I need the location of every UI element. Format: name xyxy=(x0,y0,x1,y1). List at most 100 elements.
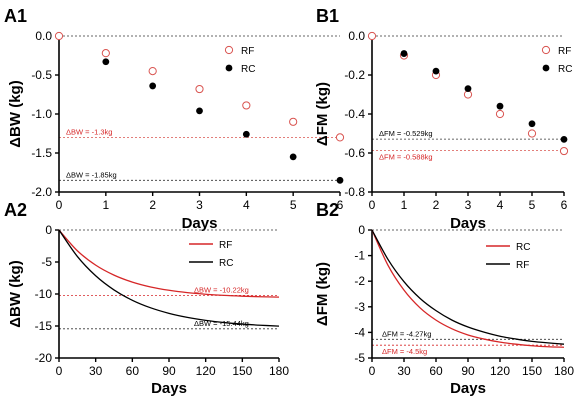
panel-label: B2 xyxy=(316,200,339,220)
data-point xyxy=(495,109,505,119)
data-point xyxy=(559,146,569,156)
y-tick-label: -1 xyxy=(354,249,365,263)
legend-label: RC xyxy=(558,64,572,75)
x-axis-title: Days xyxy=(450,215,486,232)
data-point xyxy=(148,67,157,76)
panel-label: A2 xyxy=(4,200,27,220)
series-line xyxy=(58,229,280,327)
data-point xyxy=(54,31,64,41)
reference-label: ΔBW = -10.22kg xyxy=(194,285,249,294)
x-tick-label: 2 xyxy=(149,198,156,212)
x-tick-label: 3 xyxy=(196,198,203,212)
y-axis-title: ΔBW (kg) xyxy=(7,80,24,147)
y-tick-label: -1.5 xyxy=(31,146,52,160)
data-point xyxy=(196,107,203,115)
y-tick-label: -2 xyxy=(354,274,365,288)
panel-b2: B2 ΔFM = -4.27kg ΔFM = -4.5kg 0 -1 -2 -3 -4 -5 0 3… xyxy=(314,200,574,397)
x-tick-label: 0 xyxy=(56,198,63,212)
x-tick-label: 1 xyxy=(401,198,408,212)
y-tick-label: -5 xyxy=(41,255,52,269)
x-axis-title: Days xyxy=(450,380,486,397)
legend-label: RF xyxy=(219,240,232,251)
legend-label: RF xyxy=(558,46,571,57)
data-point xyxy=(336,176,344,184)
x-tick-label: 180 xyxy=(554,364,574,378)
legend-label: RC xyxy=(241,64,255,75)
x-tick-label: 6 xyxy=(561,198,568,212)
x-tick-label: 30 xyxy=(397,364,411,378)
y-tick-label: 0 xyxy=(358,223,365,237)
data-point xyxy=(289,117,298,126)
x-axis-title: Days xyxy=(182,215,218,232)
legend-marker xyxy=(542,64,550,72)
x-tick-label: 150 xyxy=(522,364,542,378)
y-tick-label: 0.0 xyxy=(35,29,52,43)
legend-label: RC xyxy=(219,258,233,269)
legend-marker xyxy=(541,45,551,55)
reference-label: ΔBW = -1.85kg xyxy=(66,170,117,179)
y-tick-label: -0.2 xyxy=(344,68,365,82)
series-line xyxy=(58,229,280,298)
y-tick-label: -20 xyxy=(35,351,53,365)
x-tick-label: 4 xyxy=(497,198,504,212)
y-tick-label: -15 xyxy=(35,319,53,333)
series-line xyxy=(371,229,565,348)
y-tick-label: -10 xyxy=(35,287,53,301)
x-tick-label: 2 xyxy=(433,198,440,212)
y-tick-label: -0.8 xyxy=(344,185,365,199)
x-tick-label: 180 xyxy=(269,364,289,378)
series-line xyxy=(371,229,565,345)
x-tick-label: 60 xyxy=(429,364,443,378)
legend-label: RF xyxy=(516,260,529,271)
y-tick-label: -0.5 xyxy=(31,68,52,82)
reference-label: ΔBW = -15.44kg xyxy=(194,319,249,328)
x-axis-title: Days xyxy=(151,380,187,397)
y-axis-title: ΔFM (kg) xyxy=(314,262,331,326)
reference-label: ΔFM = -4.5kg xyxy=(382,347,427,356)
y-tick-label: -2.0 xyxy=(31,185,52,199)
y-tick-label: -3 xyxy=(354,300,365,314)
x-tick-label: 90 xyxy=(461,364,475,378)
x-tick-label: 120 xyxy=(196,364,216,378)
y-tick-label: -5 xyxy=(354,351,365,365)
data-point xyxy=(400,50,408,57)
data-point xyxy=(242,101,251,110)
x-tick-label: 1 xyxy=(102,198,109,212)
reference-label: ΔBW = -1.3kg xyxy=(66,127,112,136)
reference-label: ΔFM = -4.27kg xyxy=(382,329,431,338)
panel-a1: A1 ΔBW = -1.3kg ΔBW = -1.85kg 0.0 -0.5 -1.0 -1… xyxy=(4,6,345,232)
panel-label: B1 xyxy=(316,6,339,26)
x-tick-label: 6 xyxy=(337,198,344,212)
panel-b1: B1 ΔFM = -0.529kg ΔFM = -0.588kg 0.0 -0.2 -0.… xyxy=(314,6,572,232)
data-point xyxy=(432,67,440,75)
x-tick-label: 5 xyxy=(290,198,297,212)
data-point xyxy=(289,153,297,161)
data-point xyxy=(527,129,537,138)
x-tick-label: 0 xyxy=(56,364,63,378)
panel-a2: A2 ΔBW = -10.22kg ΔBW = -15.44kg 0 -5 -10 -15 -… xyxy=(4,200,289,397)
data-point xyxy=(560,135,568,143)
y-tick-label: -4 xyxy=(354,325,365,339)
x-tick-label: 0 xyxy=(369,364,376,378)
x-tick-label: 30 xyxy=(89,364,103,378)
data-point xyxy=(496,102,504,110)
data-point xyxy=(149,82,157,90)
data-point xyxy=(464,85,472,93)
legend-marker xyxy=(224,45,234,55)
y-tick-label: -1.0 xyxy=(31,107,52,121)
reference-label: ΔFM = -0.529kg xyxy=(379,129,433,138)
data-point xyxy=(528,120,536,128)
x-tick-label: 60 xyxy=(126,364,140,378)
data-point xyxy=(102,58,110,66)
x-tick-label: 120 xyxy=(490,364,510,378)
data-point xyxy=(195,84,204,94)
y-axis-title: ΔBW (kg) xyxy=(7,260,24,327)
x-tick-label: 150 xyxy=(232,364,252,378)
reference-label: ΔFM = -0.588kg xyxy=(379,153,433,162)
x-tick-label: 4 xyxy=(243,198,250,212)
legend-label: RF xyxy=(241,46,254,57)
x-tick-label: 5 xyxy=(529,198,536,212)
legend-marker xyxy=(225,64,233,72)
y-tick-label: -0.6 xyxy=(344,146,365,160)
